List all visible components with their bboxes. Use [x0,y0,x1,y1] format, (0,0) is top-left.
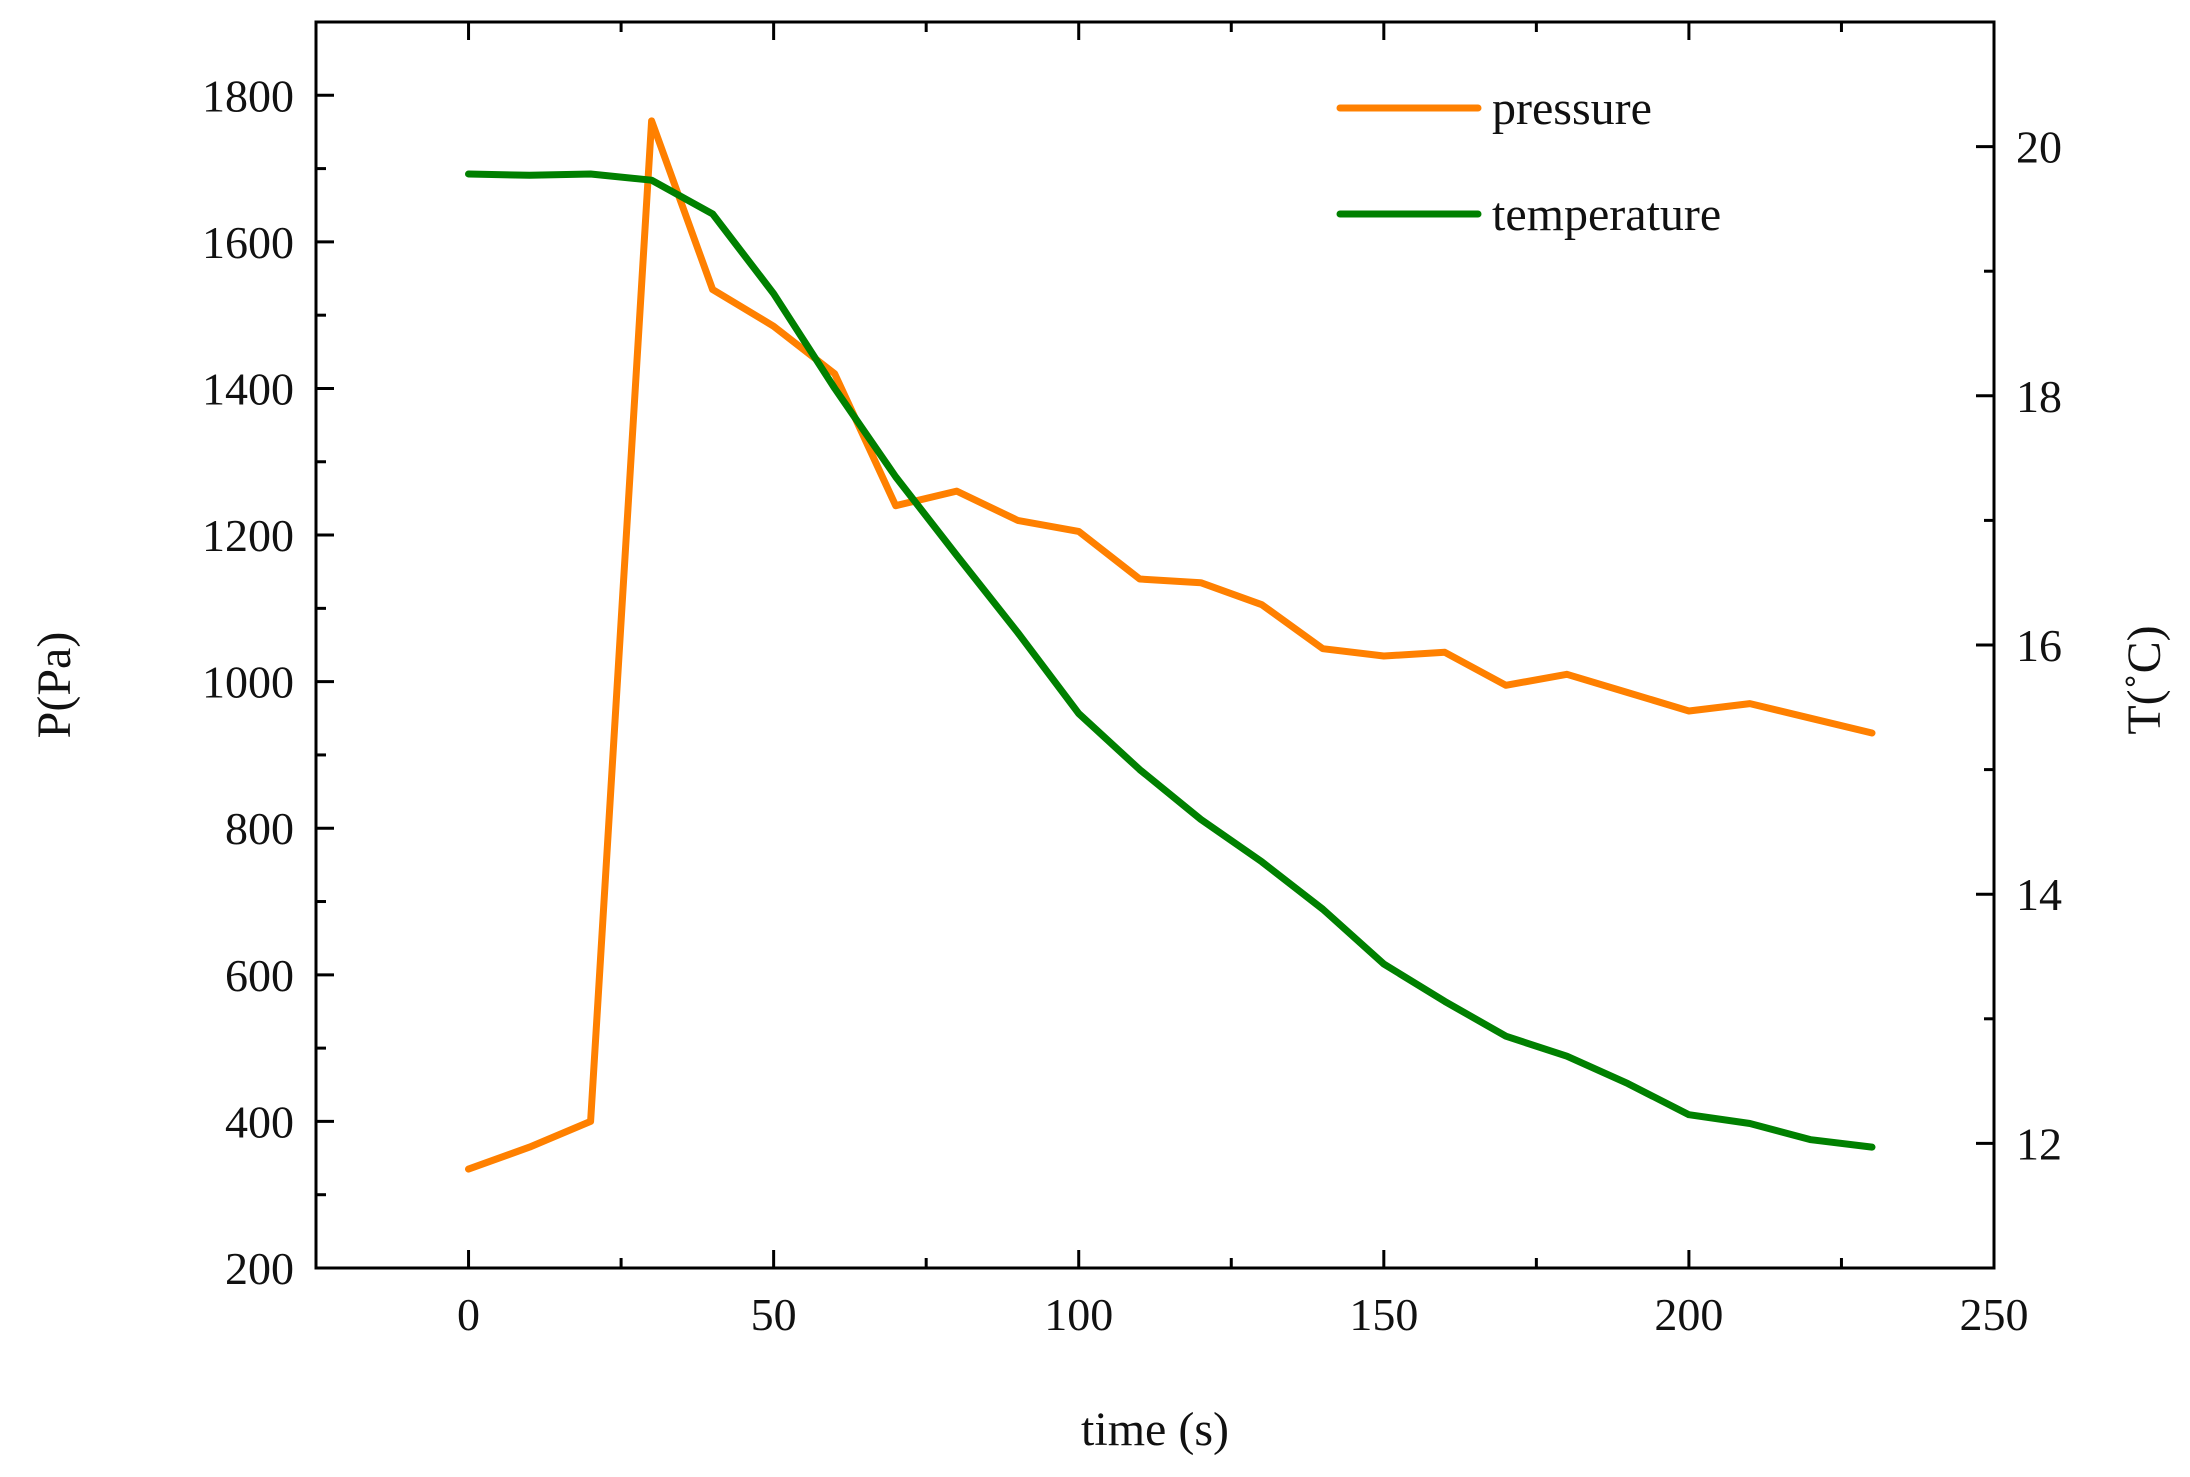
legend-label-temperature: temperature [1492,188,1721,241]
plot-frame [314,20,1996,1270]
y-right-tick-label: 14 [2016,869,2062,920]
y-right-tick-label: 12 [2016,1118,2062,1169]
x-tick-label: 0 [457,1289,480,1340]
series-layer [465,117,1876,1173]
y-left-tick-label: 1000 [202,657,294,708]
y-left-tick-label: 400 [225,1096,294,1147]
y-left-tick-label: 600 [225,950,294,1001]
x-axis-title: time (s) [1081,1403,1229,1456]
y-left-axis-title: P(Pa) [28,632,81,739]
y-left-tick-label: 1600 [202,217,294,268]
axis-titles: time (s) P(Pa) T(˚C) [28,625,2171,1456]
y-right-tick-label: 20 [2016,122,2062,173]
x-tick-label: 250 [1960,1289,2029,1340]
y-left-tick-label: 1800 [202,70,294,121]
y-right-tick-label: 16 [2016,620,2062,671]
y-left-tick-label: 1200 [202,510,294,561]
legend-label-pressure: pressure [1492,82,1652,135]
y-left-tick-label: 800 [225,803,294,854]
y-left-tick-label: 200 [225,1243,294,1294]
series-line-pressure [465,117,1876,1173]
x-tick-label: 150 [1349,1289,1418,1340]
series-line-temperature [465,170,1876,1151]
y-right-axis-title: T(˚C) [2118,625,2171,734]
legend: pressure temperature [1336,82,1721,241]
y-left-tick-label: 1400 [202,363,294,414]
axes-group: 0 50 100 150 200 250 200 400 600 800 1000 1200 1400 1… [202,20,2062,1340]
x-tick-label: 50 [751,1289,797,1340]
x-tick-label: 200 [1654,1289,1723,1340]
x-tick-label: 100 [1044,1289,1113,1340]
y-right-tick-label: 18 [2016,371,2062,422]
